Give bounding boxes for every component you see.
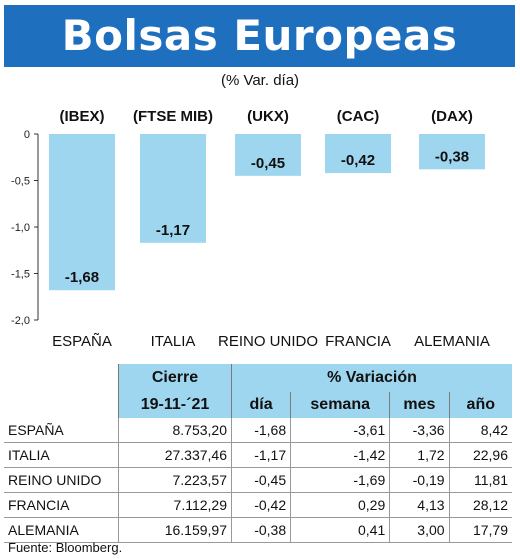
bar bbox=[235, 134, 301, 176]
value-label: -1,17 bbox=[156, 222, 190, 239]
row-semana: -1,42 bbox=[290, 442, 390, 468]
header-mes: mes bbox=[389, 392, 450, 418]
category-label: FRANCIA bbox=[325, 333, 391, 350]
row-name: ALEMANIA bbox=[4, 517, 119, 543]
row-anio: 11,81 bbox=[448, 467, 512, 493]
index-label: (IBEX) bbox=[60, 108, 105, 125]
row-cierre: 7.223,57 bbox=[118, 467, 232, 493]
table-row: ITALIA 27.337,46 -1,17 -1,42 1,72 22,96 bbox=[4, 442, 512, 468]
row-name: ESPAÑA bbox=[4, 418, 119, 443]
row-cierre: 7.112,29 bbox=[118, 492, 232, 518]
row-dia: -1,17 bbox=[230, 442, 291, 468]
row-name: ITALIA bbox=[4, 442, 119, 468]
row-dia: -0,38 bbox=[230, 517, 291, 543]
table-header-row: 19-11-´21 día semana mes año bbox=[4, 392, 512, 418]
row-cierre: 27.337,46 bbox=[118, 442, 232, 468]
page-title: Bolsas Europeas bbox=[61, 11, 458, 60]
table-row: ESPAÑA 8.753,20 -1,68 -3,61 -3,36 8,42 bbox=[4, 418, 512, 443]
row-semana: 0,41 bbox=[290, 517, 390, 543]
row-cierre: 16.159,97 bbox=[118, 517, 232, 543]
header-date: 19-11-´21 bbox=[118, 392, 232, 418]
source-note: Fuente: Bloomberg. bbox=[8, 540, 123, 555]
row-cierre: 8.753,20 bbox=[118, 418, 232, 443]
table-header-empty bbox=[4, 364, 119, 392]
row-semana: -3,61 bbox=[290, 418, 390, 443]
row-dia: -0,45 bbox=[230, 467, 291, 493]
row-mes: -0,19 bbox=[389, 467, 450, 493]
category-label: ALEMANIA bbox=[414, 333, 490, 350]
row-anio: 28,12 bbox=[448, 492, 512, 518]
index-label: (FTSE MIB) bbox=[133, 108, 213, 125]
index-label: (CAC) bbox=[337, 108, 380, 125]
value-label: -0,45 bbox=[251, 155, 285, 172]
row-semana: -1,69 bbox=[290, 467, 390, 493]
y-tick-label: -1,0 bbox=[11, 222, 30, 234]
row-semana: 0,29 bbox=[290, 492, 390, 518]
row-anio: 17,79 bbox=[448, 517, 512, 543]
bar bbox=[325, 134, 391, 174]
header-dia: día bbox=[230, 392, 291, 418]
y-tick-label: -2,0 bbox=[11, 315, 30, 327]
bar bbox=[49, 134, 115, 291]
category-label: REINO UNIDO bbox=[218, 333, 318, 350]
row-mes: 3,00 bbox=[389, 517, 450, 543]
data-table: Cierre % Variación 19-11-´21 día semana … bbox=[4, 364, 512, 543]
category-label: ESPAÑA bbox=[52, 333, 112, 350]
row-mes: -3,36 bbox=[389, 418, 450, 443]
y-tick-label: -1,5 bbox=[11, 269, 30, 281]
row-mes: 4,13 bbox=[389, 492, 450, 518]
header-anio: año bbox=[448, 392, 512, 418]
table-header-group-row: Cierre % Variación bbox=[4, 364, 512, 392]
chart-subtitle: (% Var. día) bbox=[220, 72, 300, 89]
row-name: REINO UNIDO bbox=[4, 467, 119, 493]
table-row: ALEMANIA 16.159,97 -0,38 0,41 3,00 17,79 bbox=[4, 517, 512, 543]
table-header-empty bbox=[4, 392, 119, 418]
value-label: -1,68 bbox=[65, 269, 99, 286]
index-label: (DAX) bbox=[431, 108, 473, 125]
header-cierre: Cierre bbox=[118, 364, 232, 392]
row-dia: -0,42 bbox=[230, 492, 291, 518]
row-anio: 22,96 bbox=[448, 442, 512, 468]
header-variacion: % Variación bbox=[231, 364, 512, 392]
value-label: -0,42 bbox=[341, 152, 375, 169]
row-name: FRANCIA bbox=[4, 492, 119, 518]
title-banner: Bolsas Europeas bbox=[4, 5, 515, 67]
category-label: ITALIA bbox=[151, 333, 196, 350]
row-mes: 1,72 bbox=[389, 442, 450, 468]
index-label: (UKX) bbox=[247, 108, 289, 125]
bar-chart: 0 -0,5 -1,0 -1,5 -2,0 (IBEX) -1,68 ESPAÑA (FTSE … bbox=[11, 108, 490, 350]
table-row: FRANCIA 7.112,29 -0,42 0,29 4,13 28,12 bbox=[4, 492, 512, 518]
table-row: REINO UNIDO 7.223,57 -0,45 -1,69 -0,19 1… bbox=[4, 467, 512, 493]
value-label: -0,38 bbox=[435, 148, 469, 165]
header-semana: semana bbox=[290, 392, 390, 418]
row-anio: 8,42 bbox=[448, 418, 512, 443]
bar bbox=[419, 134, 485, 170]
row-dia: -1,68 bbox=[230, 418, 291, 443]
y-tick-label: 0 bbox=[24, 129, 30, 141]
bar bbox=[140, 134, 206, 243]
y-tick-label: -0,5 bbox=[11, 176, 30, 188]
